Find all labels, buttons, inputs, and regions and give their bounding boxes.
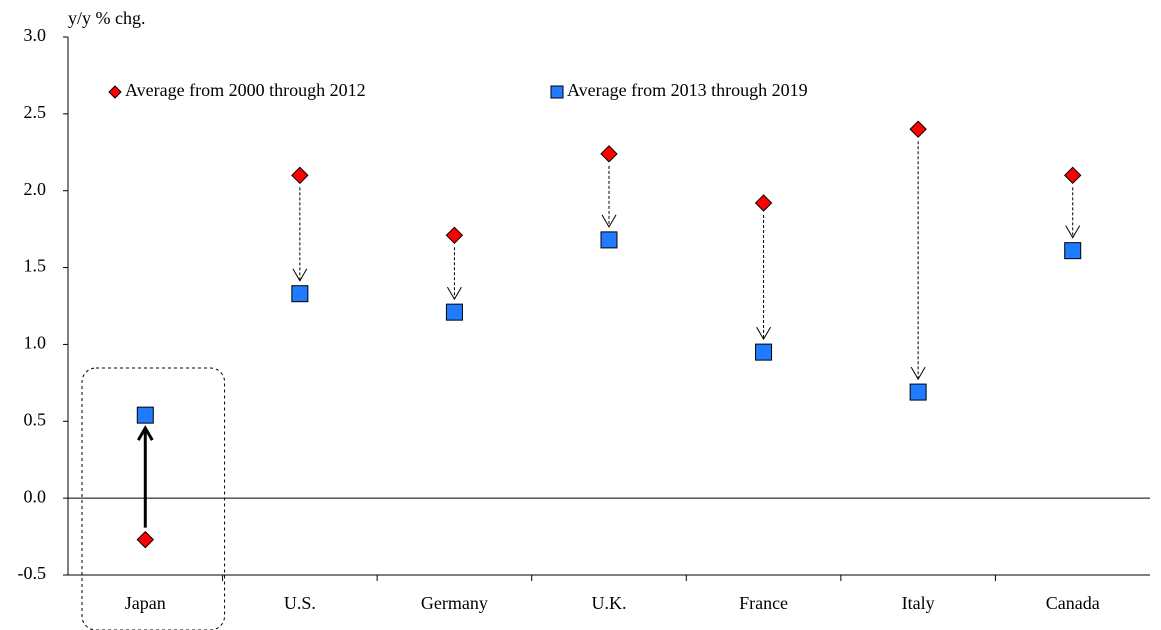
dot (291, 285, 309, 303)
legend-label: Average from 2013 through 2019 (567, 80, 808, 100)
dot (291, 166, 309, 185)
legend-marker (550, 85, 564, 99)
x-tick-label: U.K. (592, 593, 627, 613)
y-axis-label: y/y % chg. (68, 8, 145, 28)
x-tick-label: Japan (125, 593, 166, 613)
highlight-box (81, 367, 226, 630)
dot (136, 406, 154, 424)
arrow-head (292, 268, 308, 282)
x-tick-label: Germany (421, 593, 488, 613)
y-tick-label: -0.5 (18, 563, 47, 583)
legend-marker (108, 85, 122, 99)
y-tick-label: 3.0 (24, 25, 47, 45)
dot (1064, 166, 1082, 185)
dot (600, 145, 618, 163)
arrow-head (756, 326, 772, 341)
arrow-head (1065, 225, 1081, 239)
arrow-head (910, 366, 926, 381)
y-tick-label: 2.0 (24, 179, 47, 199)
dot (600, 231, 618, 249)
dot (445, 226, 464, 244)
x-tick-label: Canada (1046, 593, 1100, 613)
legend-label: Average from 2000 through 2012 (125, 80, 366, 100)
y-tick-label: 1.0 (24, 333, 47, 353)
dot (755, 343, 773, 361)
dot (754, 194, 773, 212)
dot (136, 530, 154, 549)
dot (909, 120, 927, 138)
arrow-head (136, 425, 154, 441)
arrow-head (601, 214, 617, 228)
x-tick-label: Italy (902, 593, 935, 613)
x-tick-label: U.S. (284, 593, 316, 613)
y-tick-label: 0.5 (24, 409, 47, 429)
arrow-head (446, 286, 462, 301)
dot (1064, 242, 1082, 260)
y-tick-label: 0.0 (24, 486, 47, 506)
dot (445, 303, 463, 321)
y-tick-label: 1.5 (24, 256, 47, 276)
y-tick-label: 2.5 (24, 102, 47, 122)
dot (909, 383, 927, 401)
x-tick-label: France (739, 593, 788, 613)
